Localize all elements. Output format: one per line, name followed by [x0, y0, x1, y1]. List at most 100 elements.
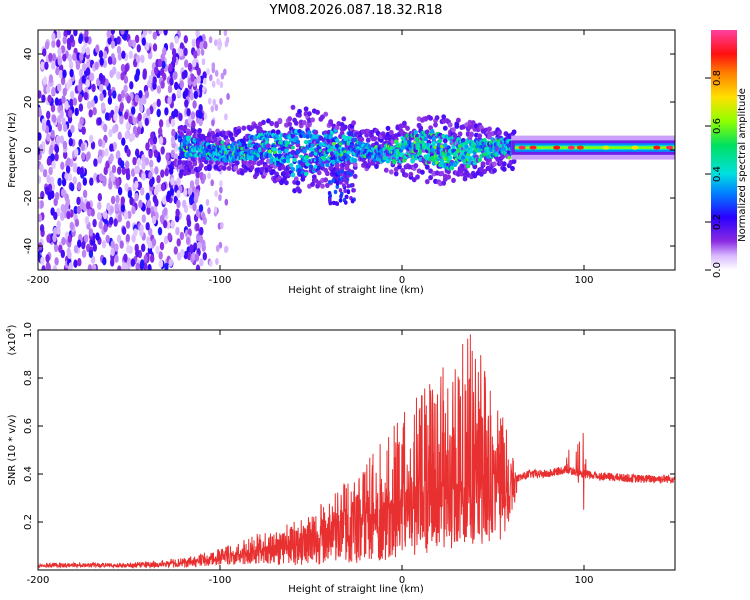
- spectrogram-cell: [87, 208, 92, 217]
- spectrogram-cell: [67, 250, 72, 259]
- spectrogram-cell: [57, 83, 62, 92]
- spectrogram-cell: [322, 156, 327, 161]
- spectrogram-cell: [109, 153, 114, 162]
- spectrogram-cell: [224, 113, 228, 121]
- spectrogram-cell: [95, 232, 100, 241]
- spectrogram-cell: [303, 139, 309, 145]
- spectrogram-cell: [277, 153, 283, 159]
- spectrogram-cell: [289, 163, 294, 168]
- spectrogram-cell: [127, 210, 132, 219]
- spectrogram-cell: [431, 140, 437, 146]
- spectrogram-cell: [202, 85, 206, 93]
- spectrogram-cell: [344, 200, 348, 205]
- spectrogram-cell: [439, 170, 445, 177]
- spectrogram-cell: [81, 75, 86, 84]
- spectrogram-cell: [99, 57, 104, 66]
- spectrogram-cell: [120, 72, 125, 81]
- spectrogram-cell: [78, 103, 84, 112]
- spectrogram-cell: [95, 44, 100, 53]
- spectrogram-cell: [211, 119, 215, 127]
- spectrogram-cell: [131, 206, 136, 215]
- spectrogram-cell: [121, 137, 126, 146]
- spectrogram-cell: [57, 57, 62, 66]
- spectrogram-cell: [110, 195, 116, 205]
- spectrogram-cell: [126, 257, 132, 266]
- spectrogram-cell: [261, 119, 266, 125]
- y-tick-label: 0: [23, 147, 34, 153]
- spectrogram-cell: [39, 200, 44, 209]
- spectrogram-cell: [202, 173, 207, 181]
- spectrogram-cell: [148, 150, 153, 159]
- spectrogram-cell: [38, 132, 42, 141]
- spectrogram-cell: [270, 129, 276, 135]
- spectrogram-cell: [117, 214, 123, 223]
- spectrogram-cell: [179, 231, 185, 241]
- spectrogram-cell: [163, 207, 168, 216]
- spectrogram-cell: [39, 163, 44, 173]
- spectrogram-cell: [68, 60, 74, 70]
- spectrogram-cell: [156, 108, 161, 118]
- spectrogram-cell: [132, 117, 137, 126]
- spectrogram-cell: [173, 71, 178, 80]
- spectrogram-cell: [112, 90, 117, 99]
- spectrogram-cell: [51, 86, 56, 96]
- spectrogram-cell: [344, 194, 349, 200]
- spectrogram-cell: [92, 243, 98, 252]
- spectrogram-cell: [325, 170, 330, 177]
- spectrogram-cell: [125, 233, 130, 243]
- spectrogram-cell: [136, 54, 141, 64]
- spectrogram-cell: [415, 174, 420, 180]
- spectrogram-cell: [138, 90, 143, 99]
- spectrogram-cell: [77, 258, 82, 267]
- spectrogram-cell: [78, 68, 84, 78]
- spectrogram-cell: [287, 121, 293, 127]
- spectrogram-cell: [217, 43, 222, 51]
- spectrogram-cell: [41, 265, 46, 270]
- spectrogram-cell: [141, 161, 146, 170]
- spectrogram-cell: [162, 47, 167, 56]
- spectrogram-cell: [344, 135, 350, 141]
- spectrogram-cell: [40, 256, 45, 265]
- spectrogram-cell: [87, 100, 92, 110]
- spectrogram-cell: [164, 107, 169, 116]
- spectrogram-cell: [179, 131, 185, 137]
- spectrogram-cell: [305, 134, 310, 139]
- spectrogram-cell: [73, 30, 78, 37]
- spectrogram-cell: [98, 173, 104, 182]
- spectrogram-cell: [196, 75, 201, 84]
- spectrogram-cell: [45, 261, 51, 270]
- spectrogram-cell: [189, 244, 194, 253]
- x-tick-label: 0: [399, 575, 405, 586]
- spectrogram-cell: [145, 192, 150, 201]
- spectrogram-cell: [117, 265, 122, 270]
- spectrogram-cell: [72, 164, 78, 173]
- spectrogram-cell: [47, 191, 52, 201]
- spectrogram-cell: [147, 264, 152, 270]
- spectrogram-cell: [420, 169, 425, 175]
- spectrogram-cell: [290, 172, 296, 178]
- spectrogram-cell: [78, 94, 83, 103]
- spectrogram-cell: [269, 120, 275, 127]
- spectrogram-cell: [303, 106, 309, 112]
- spectrogram-cell: [510, 165, 515, 172]
- spectrogram-cell: [85, 60, 91, 69]
- spectrogram-peak: [666, 145, 674, 150]
- spectrogram-cell: [91, 83, 96, 93]
- spectrogram-cell: [79, 52, 84, 61]
- spectrogram-cell: [511, 158, 517, 164]
- spectrogram-cell: [353, 158, 358, 163]
- spectrogram-cell: [292, 157, 297, 163]
- spectrogram-cell: [187, 130, 193, 136]
- spectrogram-cell: [144, 157, 149, 166]
- spectrogram-cell: [200, 48, 205, 56]
- spectrogram-cell: [102, 50, 108, 59]
- spectrogram-cell: [189, 92, 194, 101]
- spectrogram-cell: [184, 99, 189, 108]
- spectrogram-cell: [187, 187, 193, 196]
- spectrogram-cell: [158, 259, 164, 268]
- spectrogram-cell: [334, 163, 340, 169]
- spectrogram-cell: [56, 30, 62, 40]
- spectrogram-cell: [141, 214, 146, 223]
- spectrogram-cell: [302, 148, 307, 154]
- spectrogram-cell: [352, 173, 358, 179]
